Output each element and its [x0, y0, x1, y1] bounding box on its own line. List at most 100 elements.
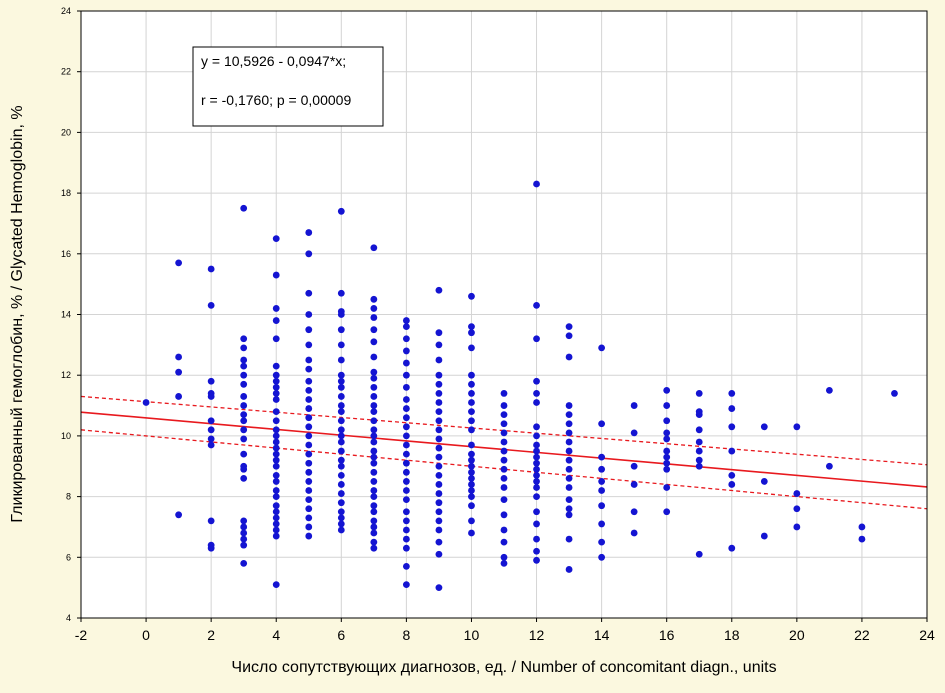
data-point: [305, 386, 313, 394]
data-point: [337, 514, 345, 522]
data-point: [272, 271, 280, 279]
data-point: [402, 468, 410, 476]
data-point: [402, 535, 410, 543]
data-point: [337, 499, 345, 507]
data-point: [305, 450, 313, 458]
data-point: [533, 535, 540, 543]
data-point: [175, 259, 183, 267]
data-point: [337, 383, 345, 391]
data-point: [468, 390, 475, 397]
data-point: [728, 447, 736, 455]
data-point: [500, 420, 508, 428]
confidence-band: [80, 395, 928, 510]
data-point: [240, 402, 248, 409]
data-point: [370, 368, 378, 376]
data-point: [468, 323, 475, 331]
data-point: [305, 341, 313, 349]
data-point: [598, 465, 606, 473]
data-point: [402, 423, 410, 431]
data-point: [402, 414, 410, 422]
data-point: [402, 478, 410, 485]
data-point: [305, 523, 313, 531]
data-point: [272, 362, 280, 370]
regression-equation: y = 10,5926 - 0,0947*x;: [201, 53, 346, 69]
data-point: [663, 386, 671, 394]
data-point: [305, 496, 313, 504]
data-point: [240, 559, 248, 567]
data-point: [695, 447, 703, 455]
data-point: [272, 305, 280, 312]
data-point: [305, 459, 313, 467]
y-tick-label: 20: [61, 127, 71, 137]
data-point: [565, 429, 573, 437]
data-point: [435, 550, 443, 558]
y-tick-label: 6: [66, 552, 71, 562]
confidence-line-lower: [80, 429, 928, 510]
data-point: [370, 244, 378, 252]
data-point: [435, 417, 443, 425]
data-point: [272, 383, 280, 391]
data-point: [402, 359, 410, 367]
data-point: [175, 353, 183, 361]
data-point: [207, 265, 215, 273]
data-point: [207, 517, 215, 525]
data-point: [337, 471, 345, 479]
data-point: [272, 526, 280, 534]
data-point: [305, 356, 313, 364]
data-point: [663, 447, 671, 455]
data-point: [533, 377, 540, 385]
data-point: [435, 380, 443, 388]
data-point: [305, 514, 313, 522]
data-point: [337, 432, 345, 440]
data-point: [240, 393, 248, 400]
data-point: [337, 508, 345, 516]
data-point: [500, 496, 508, 504]
data-point: [142, 399, 150, 406]
data-point: [565, 411, 573, 419]
data-point: [598, 420, 606, 428]
data-point: [272, 450, 280, 458]
data-point: [663, 459, 671, 467]
data-point: [468, 329, 475, 337]
data-point: [272, 508, 280, 516]
data-point: [207, 417, 215, 425]
data-point: [565, 447, 573, 455]
data-point: [695, 411, 703, 419]
data-point: [695, 462, 703, 470]
data-point: [272, 417, 280, 425]
data-point: [533, 520, 540, 528]
data-point: [370, 314, 378, 321]
data-point: [468, 468, 475, 476]
data-point: [468, 450, 475, 458]
data-point: [468, 456, 475, 464]
data-point: [500, 474, 508, 482]
data-point: [305, 478, 313, 485]
data-point: [305, 432, 313, 440]
data-point: [435, 453, 443, 461]
data-point: [533, 180, 540, 188]
data-point: [402, 405, 410, 412]
data-point: [370, 538, 378, 546]
data-point: [728, 405, 736, 412]
data-point: [435, 408, 443, 416]
data-point: [272, 502, 280, 510]
data-point: [468, 493, 475, 500]
data-point: [468, 481, 475, 488]
data-point: [337, 456, 345, 464]
data-point: [207, 441, 215, 449]
data-point: [305, 311, 313, 318]
data-point: [305, 468, 313, 476]
x-tick-label: 12: [529, 627, 545, 643]
data-point: [565, 566, 573, 573]
data-point: [370, 374, 378, 382]
grid-lines: [81, 11, 927, 618]
x-axis-title: Число сопутствующих диагнозов, ед. / Num…: [231, 659, 776, 676]
data-point: [435, 526, 443, 534]
x-tick-label: 18: [724, 627, 740, 643]
data-point: [468, 426, 475, 434]
data-point: [240, 523, 248, 531]
data-point: [370, 502, 378, 510]
data-point: [207, 426, 215, 434]
data-point: [468, 441, 475, 449]
data-point: [175, 368, 183, 376]
